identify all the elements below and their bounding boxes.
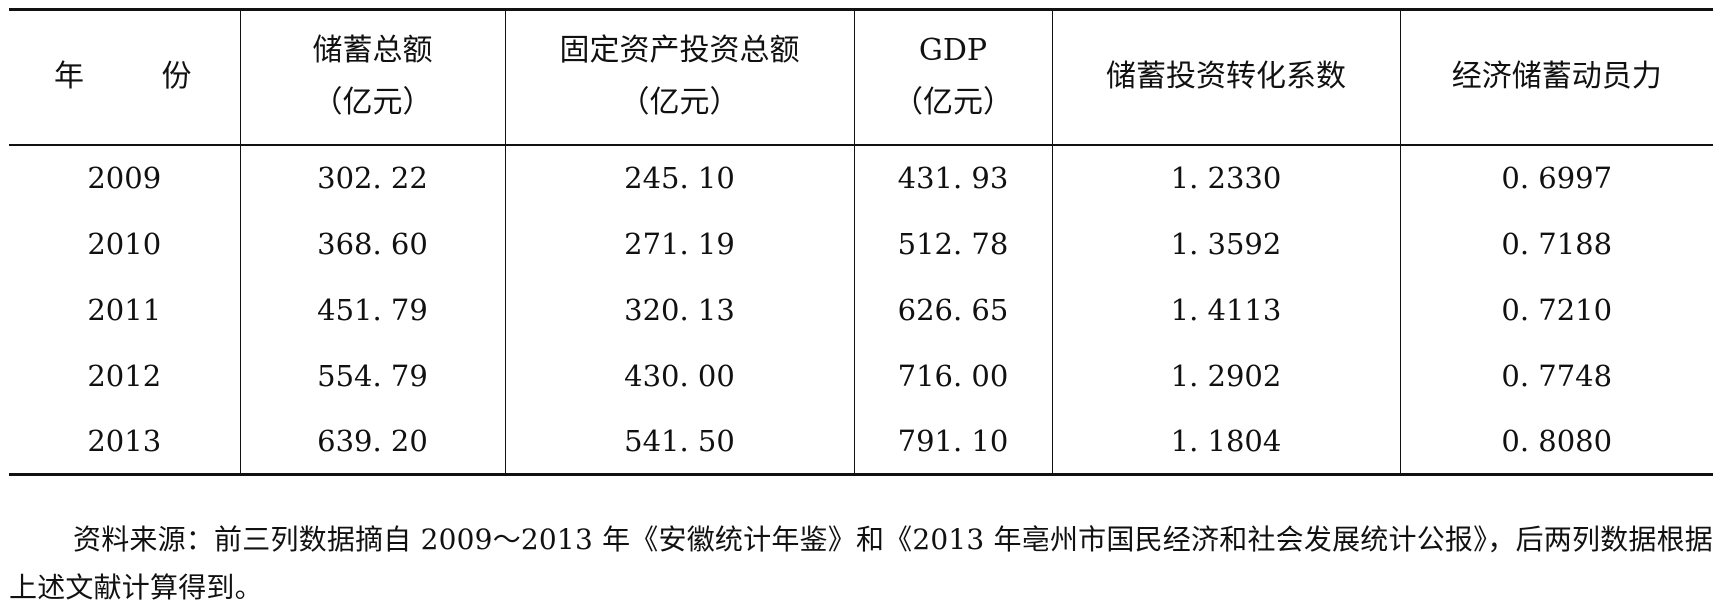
header-year-char2: 份 <box>161 59 192 95</box>
cell-gdp: 512. 78 <box>853 210 1052 277</box>
header-investment-unit: （亿元） <box>619 85 740 121</box>
header-conversion-title: 储蓄投资转化系数 <box>1106 59 1346 95</box>
header-savings-title: 储蓄总额 <box>312 33 433 69</box>
cell-conversion: 1. 3592 <box>1051 210 1400 277</box>
cell-year: 2010 <box>87 226 162 261</box>
cell-year: 2009 <box>87 161 162 195</box>
header-investment-title: 固定资产投资总额 <box>559 33 800 69</box>
cell-mobilization: 0. 7748 <box>1399 342 1713 409</box>
header-year: 年 份 <box>9 8 240 146</box>
cell-investment: 320. 13 <box>504 276 854 343</box>
document-page: 年 份 储蓄总额 （亿元） 固定资产投资总额 （亿元） GDP （亿元） <box>9 8 1713 604</box>
cell-year: 2013 <box>9 408 240 476</box>
header-investment: 固定资产投资总额 （亿元） <box>504 8 854 146</box>
table-row: 2013 639. 20 541. 50 791. 10 1. 1804 0. … <box>9 408 1713 476</box>
cell-mobilization: 0. 7188 <box>1399 210 1713 277</box>
cell-investment: 245. 10 <box>504 144 854 211</box>
header-mobilization: 经济储蓄动员力 <box>1399 8 1713 146</box>
savings-investment-table: 年 份 储蓄总额 （亿元） 固定资产投资总额 （亿元） GDP （亿元） <box>9 8 1713 476</box>
source-note: 资料来源：前三列数据摘自 2009～2013 年《安徽统计年鉴》和《2013 年… <box>9 523 1713 604</box>
cell-gdp: 431. 93 <box>853 144 1052 211</box>
cell-savings: 639. 20 <box>239 408 505 476</box>
header-year-char1: 年 <box>54 59 84 95</box>
table-row: 2009 302. 22 245. 10 431. 93 1. 2330 0. … <box>9 144 1713 211</box>
cell-mobilization: 0. 7210 <box>1399 276 1713 343</box>
header-savings: 储蓄总额 （亿元） <box>239 8 505 146</box>
table-body: 2009 302. 22 245. 10 431. 93 1. 2330 0. … <box>9 144 1713 476</box>
cell-conversion: 1. 2330 <box>1051 144 1400 211</box>
cell-conversion: 1. 2902 <box>1051 342 1400 409</box>
cell-savings: 451. 79 <box>239 276 505 343</box>
cell-gdp: 716. 00 <box>853 342 1052 409</box>
table-row: 2011 451. 79 320. 13 626. 65 1. 4113 0. … <box>9 276 1713 343</box>
header-gdp: GDP （亿元） <box>853 8 1052 146</box>
cell-gdp: 626. 65 <box>853 276 1052 343</box>
header-conversion: 储蓄投资转化系数 <box>1051 8 1400 146</box>
cell-investment: 271. 19 <box>504 210 854 277</box>
cell-year: 2011 <box>87 292 162 327</box>
cell-conversion: 1. 4113 <box>1051 276 1400 343</box>
header-mobilization-title: 经济储蓄动员力 <box>1451 59 1662 95</box>
header-gdp-unit: （亿元） <box>893 85 1013 121</box>
cell-year: 2012 <box>87 358 162 393</box>
cell-conversion: 1. 1804 <box>1051 408 1400 476</box>
header-savings-unit: （亿元） <box>312 85 433 121</box>
cell-investment: 541. 50 <box>504 408 854 476</box>
cell-mobilization: 0. 6997 <box>1399 144 1713 211</box>
cell-investment: 430. 00 <box>504 342 854 409</box>
cell-savings: 554. 79 <box>239 342 505 409</box>
cell-gdp: 791. 10 <box>853 408 1052 476</box>
cell-savings: 302. 22 <box>239 144 505 211</box>
table-header: 年 份 储蓄总额 （亿元） 固定资产投资总额 （亿元） GDP （亿元） <box>9 8 1713 146</box>
cell-mobilization: 0. 8080 <box>1399 408 1713 476</box>
table-row: 2010 368. 60 271. 19 512. 78 1. 3592 0. … <box>9 210 1713 277</box>
cell-savings: 368. 60 <box>239 210 505 277</box>
table-row: 2012 554. 79 430. 00 716. 00 1. 2902 0. … <box>9 342 1713 409</box>
header-row: 年 份 储蓄总额 （亿元） 固定资产投资总额 （亿元） GDP （亿元） <box>9 8 1713 146</box>
header-gdp-title: GDP <box>918 33 988 69</box>
